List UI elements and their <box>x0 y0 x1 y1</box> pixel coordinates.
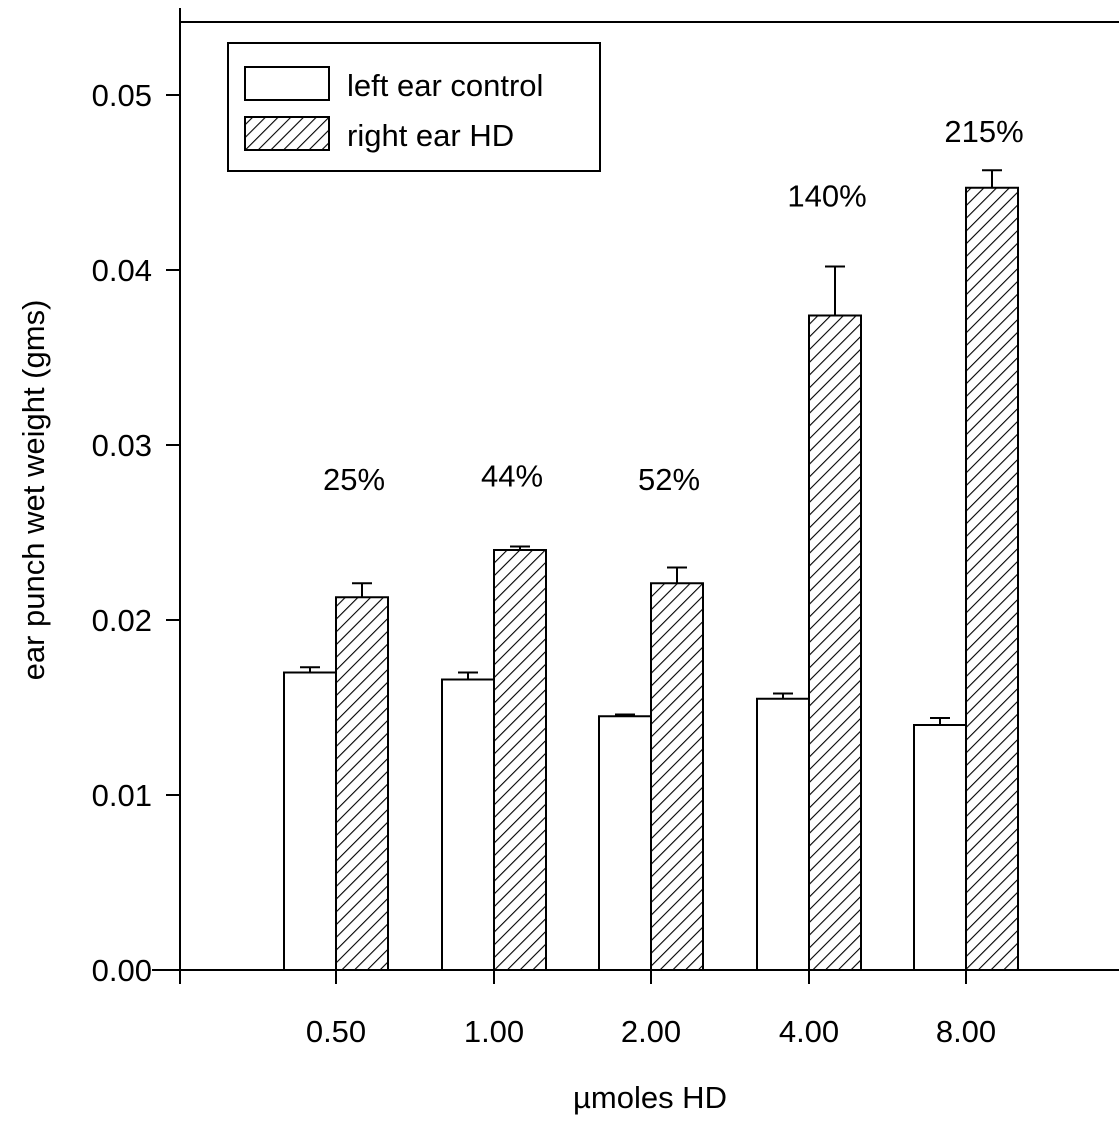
bar-right-ear-hd <box>335 596 389 971</box>
x-tick-label: 0.50 <box>306 1014 366 1049</box>
bars-group <box>283 186 1019 971</box>
x-axis-title: µmoles HD <box>573 1080 727 1115</box>
bar-right-ear-hd <box>493 549 547 971</box>
y-tick-label: 0.04 <box>92 253 152 288</box>
x-axis-ticks: 0.50 1.00 2.00 4.00 8.00 <box>179 970 996 1049</box>
legend-swatch-left-ear-control <box>244 66 330 101</box>
y-tick-label: 0.02 <box>92 603 152 638</box>
bar-right-ear-hd <box>650 582 704 971</box>
percent-annotation: 52% <box>638 462 700 497</box>
x-tick-label: 4.00 <box>779 1014 839 1049</box>
bar-left-ear-control <box>913 724 967 971</box>
percent-annotation: 140% <box>787 179 866 214</box>
percent-annotation: 44% <box>481 459 543 494</box>
error-bars-group <box>300 169 1002 725</box>
y-tick-label: 0.01 <box>92 778 152 813</box>
percent-annotation: 25% <box>323 462 385 497</box>
bar-left-ear-control <box>441 678 495 971</box>
legend-swatch-right-ear-hd <box>244 116 330 151</box>
x-tick-label: 2.00 <box>621 1014 681 1049</box>
legend-label-left-ear-control: left ear control <box>347 68 543 103</box>
percent-annotations: 25% 44% 52% 140% 215% <box>323 114 1024 497</box>
bar-left-ear-control <box>598 715 652 971</box>
x-tick-label: 8.00 <box>936 1014 996 1049</box>
y-tick-label: 0.03 <box>92 428 152 463</box>
y-axis-ticks: 0.00 0.01 0.02 0.03 0.04 0.05 <box>92 78 180 988</box>
y-tick-label: 0.00 <box>92 953 152 988</box>
x-tick-label: 1.00 <box>464 1014 524 1049</box>
legend: left ear control right ear HD <box>227 42 601 172</box>
y-axis-title: ear punch wet weight (gms) <box>16 300 51 681</box>
bar-right-ear-hd <box>808 314 862 971</box>
y-tick-label: 0.05 <box>92 78 152 113</box>
legend-label-right-ear-hd: right ear HD <box>347 118 514 153</box>
bar-left-ear-control <box>283 671 337 971</box>
bar-right-ear-hd <box>965 186 1019 971</box>
percent-annotation: 215% <box>944 114 1023 149</box>
bar-left-ear-control <box>756 697 810 971</box>
